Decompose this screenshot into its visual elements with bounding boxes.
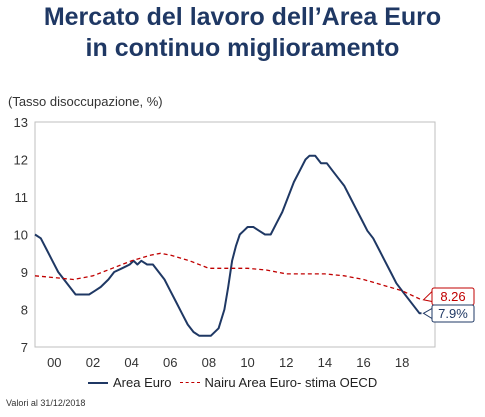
y-tick-label: 11	[15, 190, 29, 205]
footnote: Valori al 31/12/2018	[6, 398, 86, 408]
x-tick-label: 18	[395, 355, 409, 370]
x-tick-label: 08	[202, 355, 216, 370]
x-tick-label: 06	[163, 355, 177, 370]
callout-pointer	[422, 290, 433, 303]
y-tick-label: 12	[14, 153, 28, 168]
callout-label: 7.9%	[438, 306, 468, 321]
y-axis: 7 8 9 10 11 12 13	[14, 115, 28, 355]
chart-title: Mercato del lavoro dell’Area Euro in con…	[0, 2, 485, 64]
series-layer	[34, 154, 422, 337]
x-tick-label: 14	[318, 355, 332, 370]
legend-swatch-nairu	[179, 382, 200, 383]
y-tick-label: 13	[14, 115, 28, 130]
x-tick-label: 04	[124, 355, 138, 370]
x-tick-label: 00	[47, 355, 61, 370]
series-line-nairu	[34, 252, 422, 301]
y-tick-label: 7	[21, 340, 28, 355]
y-tick-label: 8	[21, 303, 28, 318]
y-tick-label: 9	[21, 265, 28, 280]
title-line-1: Mercato del lavoro dell’Area Euro	[43, 3, 442, 31]
y-tick-label: 10	[14, 228, 28, 243]
y-axis-label: (Tasso disoccupazione, %)	[8, 94, 163, 109]
legend-label-nairu: Nairu Area Euro- stima OECD	[204, 375, 378, 390]
legend-label-area-euro: Area Euro	[113, 375, 172, 390]
callouts: 8.26 7.9%	[422, 287, 475, 323]
title-line-2: in continuo miglioramento	[85, 34, 400, 62]
x-tick-label: 16	[356, 355, 370, 370]
legend-swatch-area-euro	[88, 381, 108, 384]
callout-pointer	[422, 307, 433, 320]
series-line-area-euro	[34, 154, 422, 337]
callout-label: 8.26	[440, 289, 465, 304]
x-tick-label: 12	[279, 355, 293, 370]
plot-frame	[34, 121, 436, 348]
x-tick-label: 02	[86, 355, 100, 370]
callout-box	[431, 304, 475, 323]
x-axis: 00 02 04 06 08 10 12 14 16 18	[47, 355, 409, 370]
legend: Area Euro Nairu Area Euro- stima OECD	[88, 375, 377, 390]
x-tick-label: 10	[240, 355, 254, 370]
